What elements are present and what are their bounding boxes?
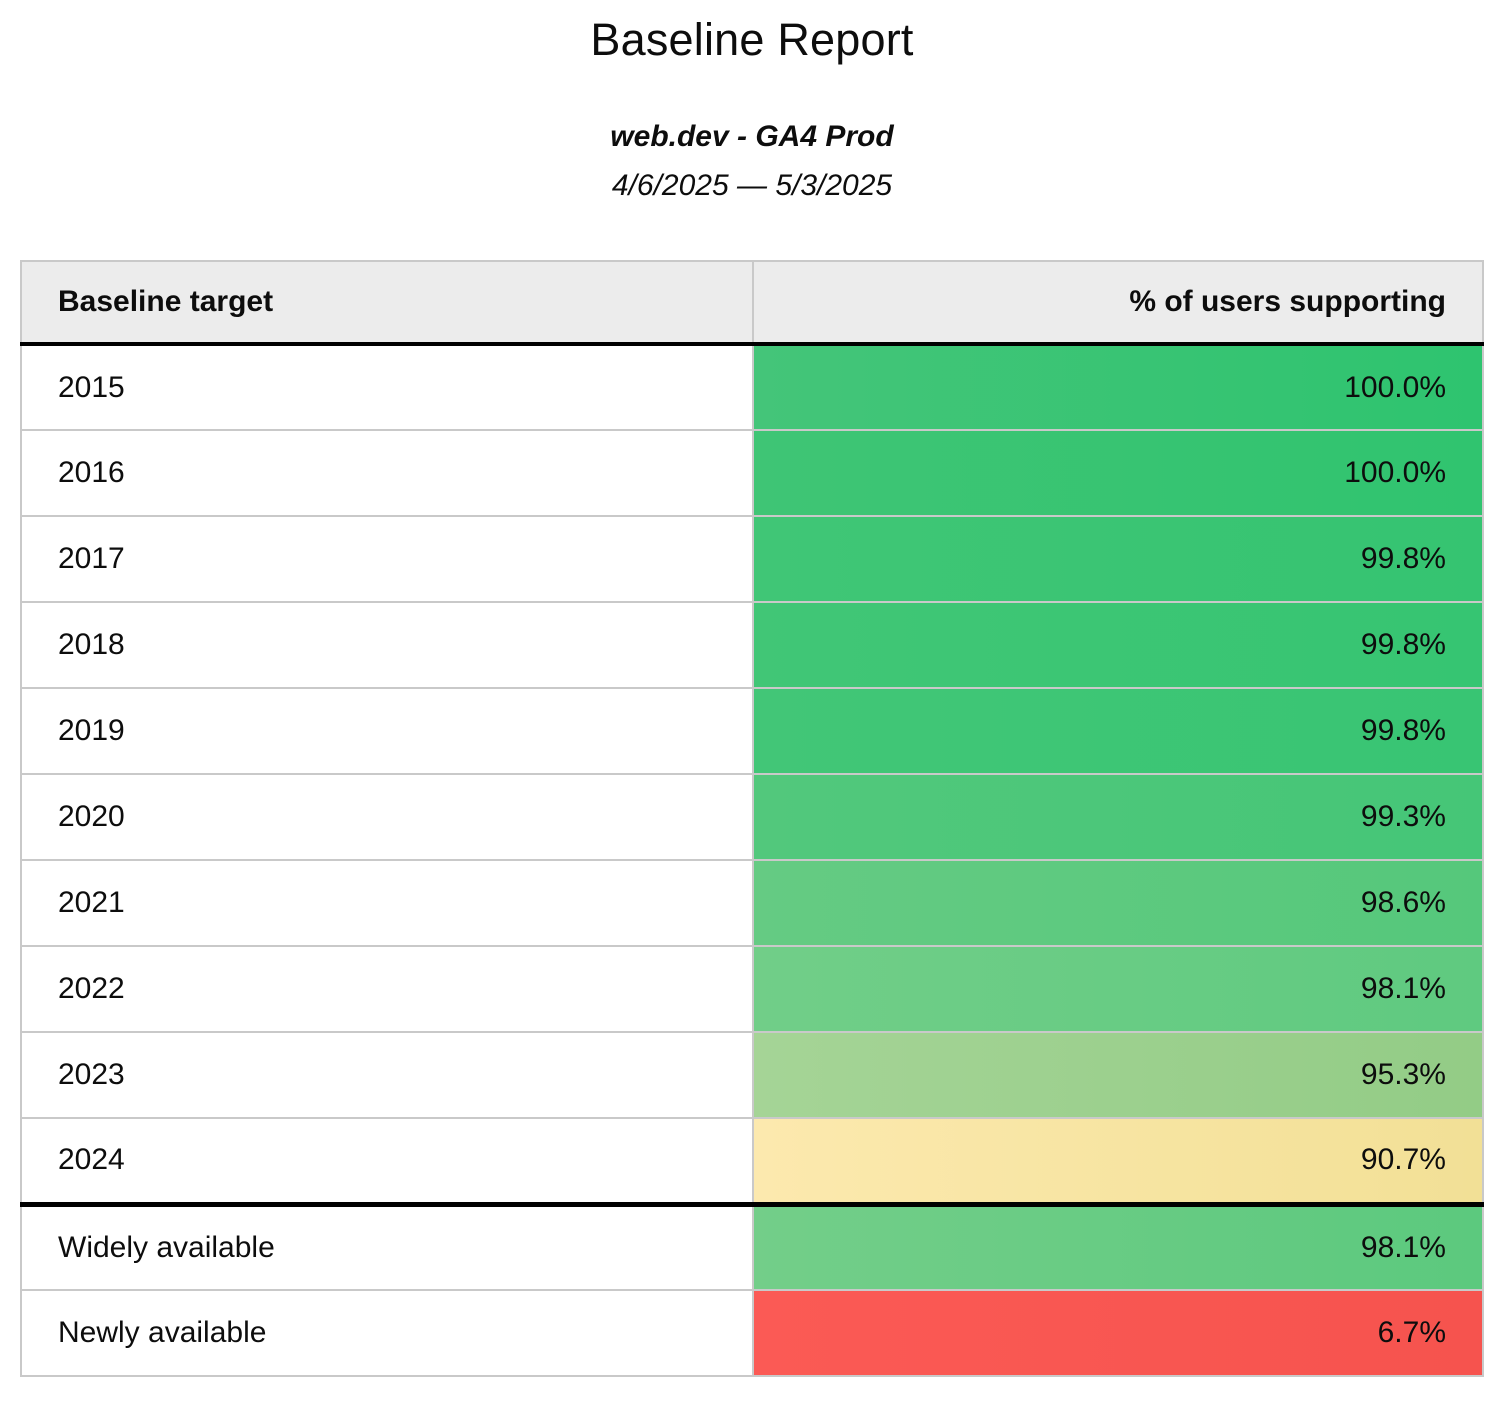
report-property-name: web.dev - GA4 Prod xyxy=(610,120,894,153)
baseline-target-cell: 2018 xyxy=(21,602,754,688)
baseline-target-cell: Newly available xyxy=(21,1290,754,1376)
percent-supporting-cell: 98.6% xyxy=(753,860,1483,946)
table-head: Baseline target % of users supporting xyxy=(21,261,1483,344)
table-row: 2017 99.8% xyxy=(21,516,1483,602)
page-title: Baseline Report xyxy=(590,14,914,65)
table-row: 2023 95.3% xyxy=(21,1032,1483,1118)
percent-supporting-cell: 99.8% xyxy=(753,602,1483,688)
table-header-row: Baseline target % of users supporting xyxy=(21,261,1483,344)
percent-supporting-cell: 100.0% xyxy=(753,344,1483,430)
report-date-range: 4/6/2025 — 5/3/2025 xyxy=(611,169,893,202)
table-row: 2024 90.7% xyxy=(21,1118,1483,1204)
baseline-target-cell: Widely available xyxy=(21,1204,754,1290)
table-body: 2015 100.0% 2016 100.0% 2017 99.8% 2018 99.8% 20… xyxy=(21,344,1483,1376)
report-header: Baseline Report web.dev - GA4 Prod 4/6/2… xyxy=(20,14,1484,203)
percent-supporting-cell: 99.8% xyxy=(753,516,1483,602)
table-row: 2022 98.1% xyxy=(21,946,1483,1032)
table-row: 2020 99.3% xyxy=(21,774,1483,860)
baseline-target-cell: 2022 xyxy=(21,946,754,1032)
baseline-target-cell: 2020 xyxy=(21,774,754,860)
table-row: 2019 99.8% xyxy=(21,688,1483,774)
baseline-target-cell: 2017 xyxy=(21,516,754,602)
percent-supporting-cell: 99.8% xyxy=(753,688,1483,774)
baseline-target-cell: 2021 xyxy=(21,860,754,946)
percent-supporting-cell: 99.3% xyxy=(753,774,1483,860)
percent-supporting-cell: 90.7% xyxy=(753,1118,1483,1204)
percent-supporting-cell: 98.1% xyxy=(753,946,1483,1032)
table-row: Newly available 6.7% xyxy=(21,1290,1483,1376)
table-row: Widely available 98.1% xyxy=(21,1204,1483,1290)
table-row: 2018 99.8% xyxy=(21,602,1483,688)
baseline-target-cell: 2019 xyxy=(21,688,754,774)
baseline-table: Baseline target % of users supporting 20… xyxy=(20,260,1484,1377)
baseline-target-cell: 2024 xyxy=(21,1118,754,1204)
baseline-target-cell: 2015 xyxy=(21,344,754,430)
baseline-target-cell: 2016 xyxy=(21,430,754,516)
percent-supporting-cell: 95.3% xyxy=(753,1032,1483,1118)
column-header-baseline-target: Baseline target xyxy=(21,261,754,344)
percent-supporting-cell: 98.1% xyxy=(753,1204,1483,1290)
baseline-target-cell: 2023 xyxy=(21,1032,754,1118)
table-row: 2015 100.0% xyxy=(21,344,1483,430)
column-header-users-supporting: % of users supporting xyxy=(753,261,1483,344)
percent-supporting-cell: 100.0% xyxy=(753,430,1483,516)
percent-supporting-cell: 6.7% xyxy=(753,1290,1483,1376)
table-row: 2016 100.0% xyxy=(21,430,1483,516)
table-row: 2021 98.6% xyxy=(21,860,1483,946)
